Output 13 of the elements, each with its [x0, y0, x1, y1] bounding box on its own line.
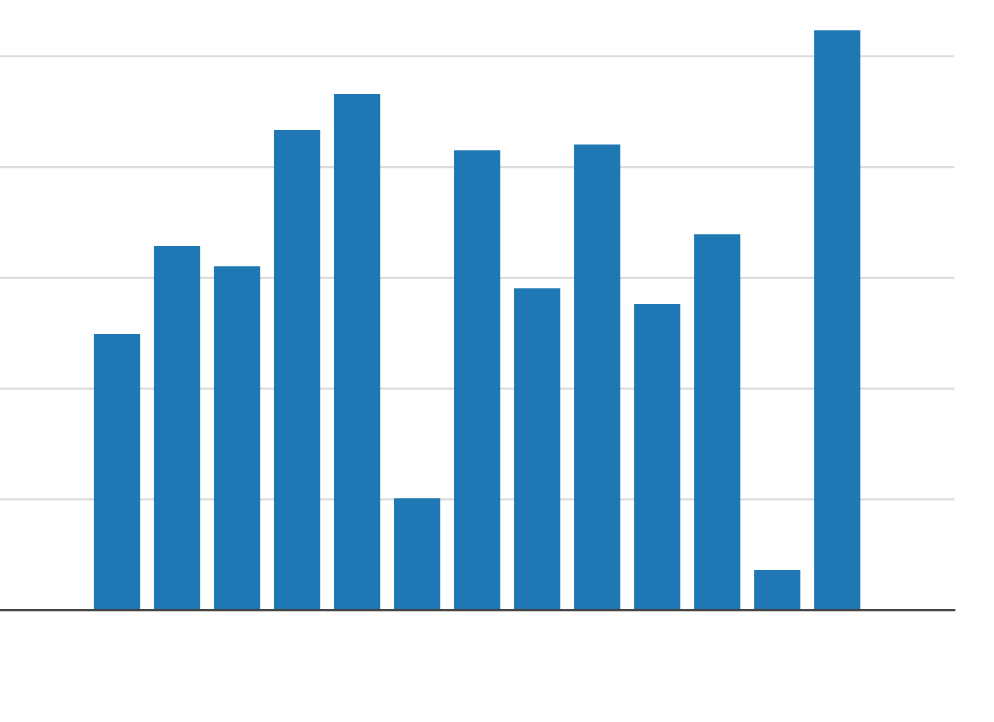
- bar: [574, 144, 621, 611]
- bar: [333, 93, 381, 611]
- bar: [634, 303, 681, 611]
- bar: [273, 129, 321, 611]
- bar: [93, 334, 141, 611]
- bar: [213, 266, 261, 611]
- bar: [514, 288, 561, 611]
- bar: [694, 234, 741, 611]
- bar: [153, 245, 201, 611]
- bar: [394, 498, 441, 611]
- bar: [754, 570, 801, 611]
- bar: [814, 30, 861, 611]
- bar: [454, 150, 501, 611]
